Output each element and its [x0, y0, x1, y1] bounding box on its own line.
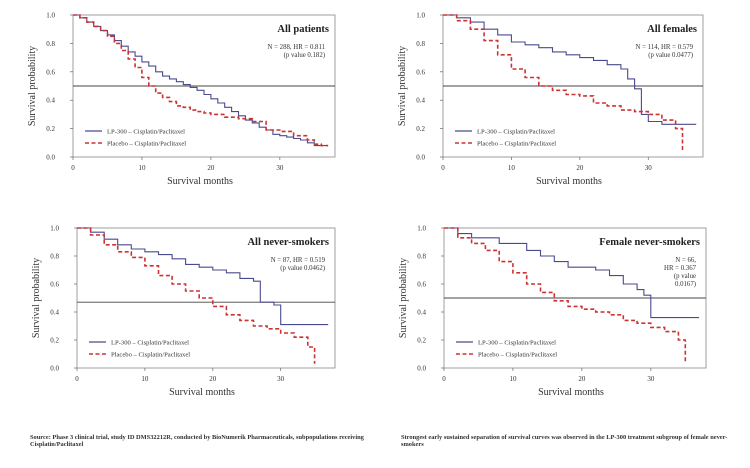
hr-annotation-line: (p value 0.0462)	[280, 265, 325, 272]
km-chart-3: 0.0 0.2 0.4 0.6 0.8 1.0 0 10 20 30 Survival months…	[31, 225, 336, 398]
y-tick-label: 1.0	[50, 225, 59, 233]
chart-title: Female never-smokers	[599, 237, 700, 248]
x-tick-label: 30	[277, 375, 285, 383]
hr-annotation-line: N = 87, HR = 0.519	[271, 257, 326, 264]
y-tick-label: 0.0	[416, 154, 425, 162]
hr-annotation-line: N = 114, HR = 0.579	[636, 44, 694, 51]
hr-annotation-line: (p value 0.0477)	[648, 52, 693, 59]
chart-title: All females	[647, 24, 697, 35]
placebo-survival-curve	[443, 14, 684, 152]
hr-annotation-line: (p value 0.182)	[284, 52, 325, 59]
legend-label: Placebo – Cisplatin/Paclitaxel	[477, 141, 556, 148]
y-tick-label: 0.4	[50, 309, 59, 317]
y-tick-label: 0.0	[46, 154, 55, 162]
y-tick-label: 0.6	[416, 68, 425, 76]
chart-title: All never-smokers	[247, 237, 329, 248]
y-axis-label: Survival probability	[27, 46, 38, 126]
y-tick-label: 0.2	[416, 125, 425, 133]
hr-annotation-line: HR = 0.367	[664, 265, 697, 272]
hr-annotation-line: N = 288, HR = 0.811	[268, 44, 325, 51]
x-tick-label: 30	[645, 164, 653, 172]
lp300-survival-curve	[444, 227, 700, 319]
x-tick-label: 10	[138, 164, 146, 172]
hr-annotation-line: 0.0167)	[675, 281, 696, 288]
y-tick-label: 1.0	[46, 12, 55, 20]
y-axis-label: Survival probability	[398, 258, 409, 338]
y-tick-label: 0.0	[417, 365, 426, 373]
km-chart-1: 0.0 0.2 0.4 0.6 0.8 1.0 0 10 20 30 Survival months…	[27, 12, 336, 187]
y-tick-label: 0.6	[46, 68, 55, 76]
x-tick-label: 20	[207, 164, 215, 172]
lp300-survival-curve	[77, 227, 329, 326]
y-tick-label: 0.2	[50, 337, 59, 345]
y-axis-label: Survival probability	[31, 258, 42, 338]
placebo-survival-curve	[73, 14, 329, 147]
x-tick-label: 20	[209, 375, 217, 383]
legend-label: LP-300 – Cisplatin/Paclitaxel	[107, 129, 185, 136]
y-tick-label: 0.8	[417, 253, 426, 261]
x-tick-label: 30	[647, 375, 655, 383]
legend-label: LP-300 – Cisplatin/Paclitaxel	[477, 129, 555, 136]
km-chart-2: 0.0 0.2 0.4 0.6 0.8 1.0 0 10 20 30 Survival months…	[397, 12, 704, 187]
km-panels: 0.0 0.2 0.4 0.6 0.8 1.0 0 10 20 30 Survival months…	[27, 12, 707, 398]
y-tick-label: 0.0	[50, 365, 59, 373]
y-axis-label: Survival probability	[397, 46, 408, 126]
legend-label: Placebo – Cisplatin/Paclitaxel	[478, 352, 557, 359]
x-tick-label: 0	[441, 164, 445, 172]
x-tick-label: 0	[75, 375, 79, 383]
x-tick-label: 10	[508, 164, 516, 172]
legend-label: Placebo – Cisplatin/Paclitaxel	[107, 141, 186, 148]
y-tick-label: 0.2	[46, 125, 55, 133]
km-chart-4: 0.0 0.2 0.4 0.6 0.8 1.0 0 10 20 30 Survival months…	[398, 225, 707, 398]
placebo-survival-curve	[444, 227, 687, 363]
x-tick-label: 0	[71, 164, 75, 172]
x-tick-label: 10	[509, 375, 517, 383]
y-tick-label: 0.4	[46, 97, 55, 105]
x-tick-label: 30	[276, 164, 284, 172]
y-tick-label: 0.8	[46, 40, 55, 48]
x-axis-label: Survival months	[536, 176, 602, 187]
footer-source-note: Source: Phase 3 clinical trial, study ID…	[30, 434, 364, 449]
y-tick-label: 0.2	[417, 337, 426, 345]
lp300-survival-curve	[443, 14, 697, 125]
y-tick-label: 0.6	[50, 281, 59, 289]
y-tick-label: 0.8	[50, 253, 59, 261]
x-tick-label: 10	[141, 375, 149, 383]
y-tick-label: 0.4	[416, 97, 425, 105]
x-tick-label: 20	[576, 164, 584, 172]
y-tick-label: 1.0	[417, 225, 426, 233]
x-axis-label: Survival months	[167, 176, 233, 187]
y-tick-label: 1.0	[416, 12, 425, 20]
x-axis-label: Survival months	[169, 387, 235, 398]
footer-conclusion-note: Strongest early sustained separation of …	[401, 434, 728, 449]
legend-label: LP-300 – Cisplatin/Paclitaxel	[111, 340, 189, 347]
y-tick-label: 0.8	[416, 40, 425, 48]
hr-annotation-line: (p value	[674, 273, 696, 280]
legend-label: Placebo – Cisplatin/Paclitaxel	[111, 352, 190, 359]
y-tick-label: 0.6	[417, 281, 426, 289]
x-axis-label: Survival months	[538, 387, 604, 398]
chart-title: All patients	[277, 24, 329, 35]
x-tick-label: 20	[578, 375, 586, 383]
x-tick-label: 0	[442, 375, 446, 383]
placebo-survival-curve	[77, 227, 316, 364]
charts-svg: 0.0 0.2 0.4 0.6 0.8 1.0 0 10 20 30 Survival months…	[27, 12, 707, 398]
hr-annotation-line: N = 66,	[675, 257, 696, 264]
legend-label: LP-300 – Cisplatin/Paclitaxel	[478, 340, 556, 347]
plot-frame	[76, 227, 336, 369]
y-tick-label: 0.4	[417, 309, 426, 317]
